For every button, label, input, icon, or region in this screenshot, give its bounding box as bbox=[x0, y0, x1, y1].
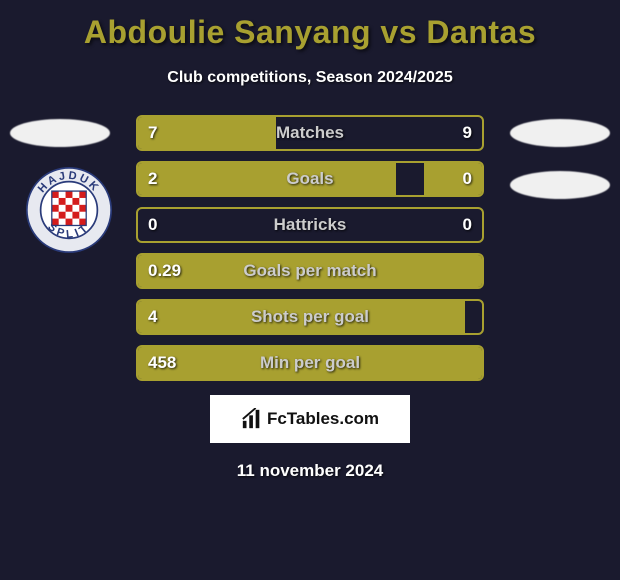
stat-row: Goals per match0.29 bbox=[136, 253, 484, 289]
player2-avatar-placeholder bbox=[510, 119, 610, 147]
stat-value-right: 9 bbox=[463, 123, 472, 143]
player2-club-placeholder bbox=[510, 171, 610, 199]
player1-avatar-placeholder bbox=[10, 119, 110, 147]
stat-row: Min per goal458 bbox=[136, 345, 484, 381]
stat-value-left: 7 bbox=[148, 123, 157, 143]
stat-label: Matches bbox=[138, 123, 482, 143]
stat-row: Hattricks0 0 bbox=[136, 207, 484, 243]
stat-bars-list: Matches79Goals20Hattricks00Goals per mat… bbox=[136, 115, 484, 381]
stat-value-left: 0 bbox=[148, 215, 157, 235]
page-title: Abdoulie Sanyang vs Dantas bbox=[0, 0, 620, 51]
stat-value-left: 4 bbox=[148, 307, 157, 327]
brand-chart-icon bbox=[241, 408, 263, 430]
stat-label: Goals per match bbox=[138, 261, 482, 281]
stat-label: Goals bbox=[138, 169, 482, 189]
stat-row: Goals2 0 bbox=[136, 161, 484, 197]
brand-box[interactable]: FcTables.com bbox=[210, 395, 410, 443]
stat-label: Shots per goal bbox=[138, 307, 482, 327]
stat-value-right: 0 bbox=[463, 215, 472, 235]
stat-value-left: 0.29 bbox=[148, 261, 181, 281]
stat-row: Shots per goal4 bbox=[136, 299, 484, 335]
stat-row: Matches7 9 bbox=[136, 115, 484, 151]
snapshot-date: 11 november 2024 bbox=[0, 461, 620, 481]
stats-panel: HAJDUK SPLIT bbox=[0, 115, 620, 381]
club-crest-hajduk: HAJDUK SPLIT bbox=[26, 167, 112, 253]
season-subtitle: Club competitions, Season 2024/2025 bbox=[0, 69, 620, 87]
brand-label: FcTables.com bbox=[267, 409, 379, 429]
stat-label: Hattricks bbox=[138, 215, 482, 235]
stat-value-left: 2 bbox=[148, 169, 157, 189]
stat-value-right: 0 bbox=[463, 169, 472, 189]
stat-value-left: 458 bbox=[148, 353, 176, 373]
stat-label: Min per goal bbox=[138, 353, 482, 373]
